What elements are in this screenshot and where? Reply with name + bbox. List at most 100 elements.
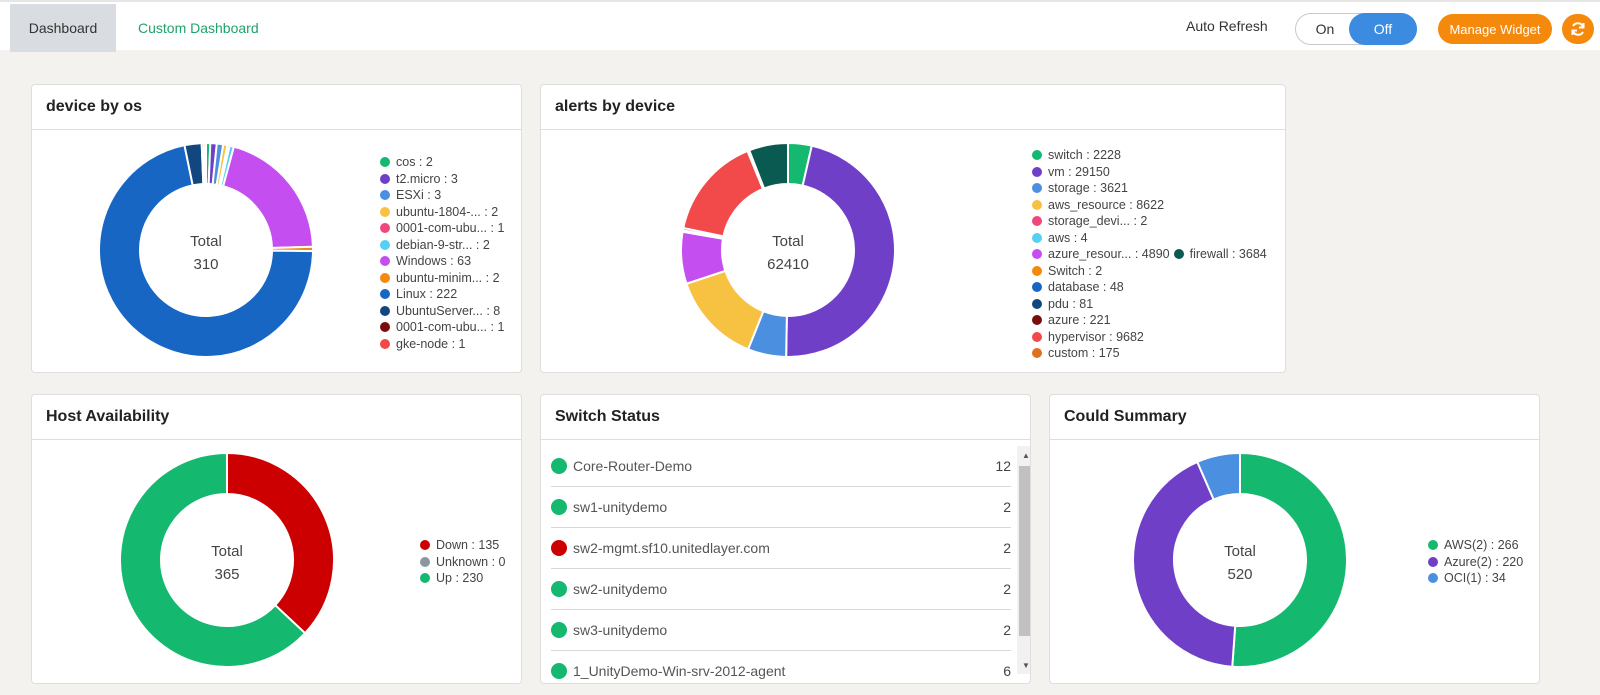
card-title: Host Availability xyxy=(32,395,521,440)
switch-row[interactable]: sw2-unitydemo 2 xyxy=(551,569,1011,610)
donut-slice-down[interactable] xyxy=(226,451,335,635)
legend-item[interactable]: azure_resour... : 4890 firewall : 3684 xyxy=(1032,246,1267,263)
tab-dashboard[interactable]: Dashboard xyxy=(10,4,116,52)
legend-label: 0001-com-ubu... : 1 xyxy=(396,320,505,334)
donut-total: Total 520 xyxy=(1200,540,1280,586)
host-availability-legend: Down : 135 Unknown : 0 Up : 230 xyxy=(420,537,505,587)
legend-dot xyxy=(1032,348,1042,359)
donut-slice-linux[interactable] xyxy=(98,144,315,358)
legend-item[interactable]: ubuntu-1804-... : 2 xyxy=(380,204,504,221)
auto-refresh-toggle[interactable]: On Off xyxy=(1295,13,1417,45)
switch-row[interactable]: sw2-mgmt.sf10.unitedlayer.com 2 xyxy=(551,528,1011,569)
legend-item[interactable]: aws_resource : 8622 xyxy=(1032,197,1267,214)
legend-item[interactable]: hypervisor : 9682 xyxy=(1032,329,1267,346)
legend-item[interactable]: AWS(2) : 266 xyxy=(1428,537,1523,554)
toggle-off-option[interactable]: Off xyxy=(1349,13,1417,45)
switch-row[interactable]: sw1-unitydemo 2 xyxy=(551,487,1011,528)
legend-item[interactable]: aws : 4 xyxy=(1032,230,1267,247)
legend-item[interactable]: firewall : 3684 xyxy=(1173,246,1267,263)
switch-name: Core-Router-Demo xyxy=(573,458,693,474)
status-dot-icon xyxy=(551,622,567,638)
status-dot-icon xyxy=(551,581,567,597)
legend-item[interactable]: switch : 2228 xyxy=(1032,147,1267,164)
auto-refresh-label: Auto Refresh xyxy=(1186,18,1268,34)
legend-item[interactable]: Down : 135 xyxy=(420,537,505,554)
total-value: 62410 xyxy=(767,256,809,273)
legend-item[interactable]: Unknown : 0 xyxy=(420,554,505,571)
donut-slice-oci-1-[interactable] xyxy=(1195,451,1241,501)
cloud-summary-legend: AWS(2) : 266 Azure(2) : 220 OCI(1) : 34 xyxy=(1428,537,1523,587)
legend-dot xyxy=(380,289,390,300)
legend-dot xyxy=(1032,249,1042,260)
donut-slice-hypervisor[interactable] xyxy=(682,149,765,238)
legend-item[interactable]: 0001-com-ubu... : 1 xyxy=(380,220,504,237)
legend-dot xyxy=(380,206,390,217)
legend-item[interactable]: Linux : 222 xyxy=(380,286,504,303)
switch-row[interactable]: sw3-unitydemo 2 xyxy=(551,610,1011,651)
device-by-os-card: device by os Total 310 cos : 2 t2.micro :… xyxy=(31,84,522,373)
legend-dot xyxy=(380,173,390,184)
scroll-up-arrow-icon[interactable]: ▲ xyxy=(1022,450,1030,460)
donut-slice-up[interactable] xyxy=(119,451,307,668)
switch-name: sw2-unitydemo xyxy=(573,581,668,597)
legend-item[interactable]: custom : 175 xyxy=(1032,345,1267,362)
switch-row[interactable]: Core-Router-Demo 12 xyxy=(551,446,1011,487)
switch-count: 2 xyxy=(1003,499,1011,515)
legend-item[interactable]: storage_devi... : 2 xyxy=(1032,213,1267,230)
tab-custom-dashboard[interactable]: Custom Dashboard xyxy=(138,20,259,36)
legend-dot xyxy=(1032,282,1042,293)
legend-item[interactable]: cos : 2 xyxy=(380,154,504,171)
scroll-down-arrow-icon[interactable]: ▼ xyxy=(1022,660,1030,670)
legend-dot xyxy=(1032,216,1042,227)
cloud-summary-card: Could Summary Total 520 AWS(2) : 266 Azur… xyxy=(1049,394,1540,684)
legend-label: t2.micro : 3 xyxy=(396,171,458,186)
legend-label: OCI(1) : 34 xyxy=(1444,571,1506,585)
legend-item[interactable]: 0001-com-ubu... : 1 xyxy=(380,319,504,336)
legend-item[interactable]: azure : 221 xyxy=(1032,312,1267,329)
toggle-on-option[interactable]: On xyxy=(1315,21,1335,37)
legend-item[interactable]: Switch : 2 xyxy=(1032,263,1267,280)
donut-total: Total 62410 xyxy=(738,230,838,276)
legend-item[interactable]: pdu : 81 xyxy=(1032,296,1267,313)
legend-item[interactable]: debian-9-str... : 2 xyxy=(380,237,504,254)
host-availability-donut xyxy=(119,451,335,668)
legend-label: Switch : 2 xyxy=(1048,263,1103,278)
donut-slice-aws-resource[interactable] xyxy=(685,269,765,351)
legend-label: 0001-com-ubu... : 1 xyxy=(396,221,505,235)
switch-status-card: Switch Status Core-Router-Demo 12 sw1-unit… xyxy=(540,394,1031,684)
top-bar: Dashboard Custom Dashboard Auto Refresh … xyxy=(0,0,1600,52)
legend-label: debian-9-str... : 2 xyxy=(396,237,490,252)
legend-label: cos : 2 xyxy=(396,155,433,169)
legend-label: Azure(2) : 220 xyxy=(1444,554,1524,569)
donut-slice-azure-2-[interactable] xyxy=(1132,460,1237,668)
legend-item[interactable]: t2.micro : 3 xyxy=(380,171,504,188)
legend-item[interactable]: gke-node : 1 xyxy=(380,336,504,353)
scroll-thumb[interactable] xyxy=(1019,466,1030,636)
legend-label: ESXi : 3 xyxy=(396,188,442,202)
donut-slice-gke-node[interactable] xyxy=(202,141,207,186)
scrollbar[interactable]: ▲ ▼ xyxy=(1017,446,1030,674)
legend-label: pdu : 81 xyxy=(1048,296,1094,311)
legend-item[interactable]: Windows : 63 xyxy=(380,253,504,270)
manage-widget-button[interactable]: Manage Widget xyxy=(1438,14,1552,44)
legend-dot xyxy=(380,305,390,316)
legend-item[interactable]: Azure(2) : 220 xyxy=(1428,554,1523,571)
legend-item[interactable]: vm : 29150 xyxy=(1032,164,1267,181)
legend-item[interactable]: ubuntu-minim... : 2 xyxy=(380,270,504,287)
legend-dot xyxy=(380,272,390,283)
legend-item[interactable]: ESXi : 3 xyxy=(380,187,504,204)
legend-label: database : 48 xyxy=(1048,280,1124,294)
legend-dot xyxy=(420,540,430,551)
legend-label: ubuntu-minim... : 2 xyxy=(396,270,500,285)
device-by-os-donut xyxy=(98,141,315,358)
legend-item[interactable]: database : 48 xyxy=(1032,279,1267,296)
legend-item[interactable]: UbuntuServer... : 8 xyxy=(380,303,504,320)
refresh-button[interactable] xyxy=(1562,14,1594,44)
legend-item[interactable]: storage : 3621 xyxy=(1032,180,1267,197)
switch-row[interactable]: 1_UnityDemo-Win-srv-2012-agent 6 xyxy=(551,651,1011,682)
legend-item[interactable]: OCI(1) : 34 xyxy=(1428,570,1523,587)
donut-slice-firewall[interactable] xyxy=(747,141,789,190)
donut-slice-vm[interactable] xyxy=(785,144,897,358)
legend-item[interactable]: Up : 230 xyxy=(420,570,505,587)
donut-slice-aws-2-[interactable] xyxy=(1231,451,1348,668)
